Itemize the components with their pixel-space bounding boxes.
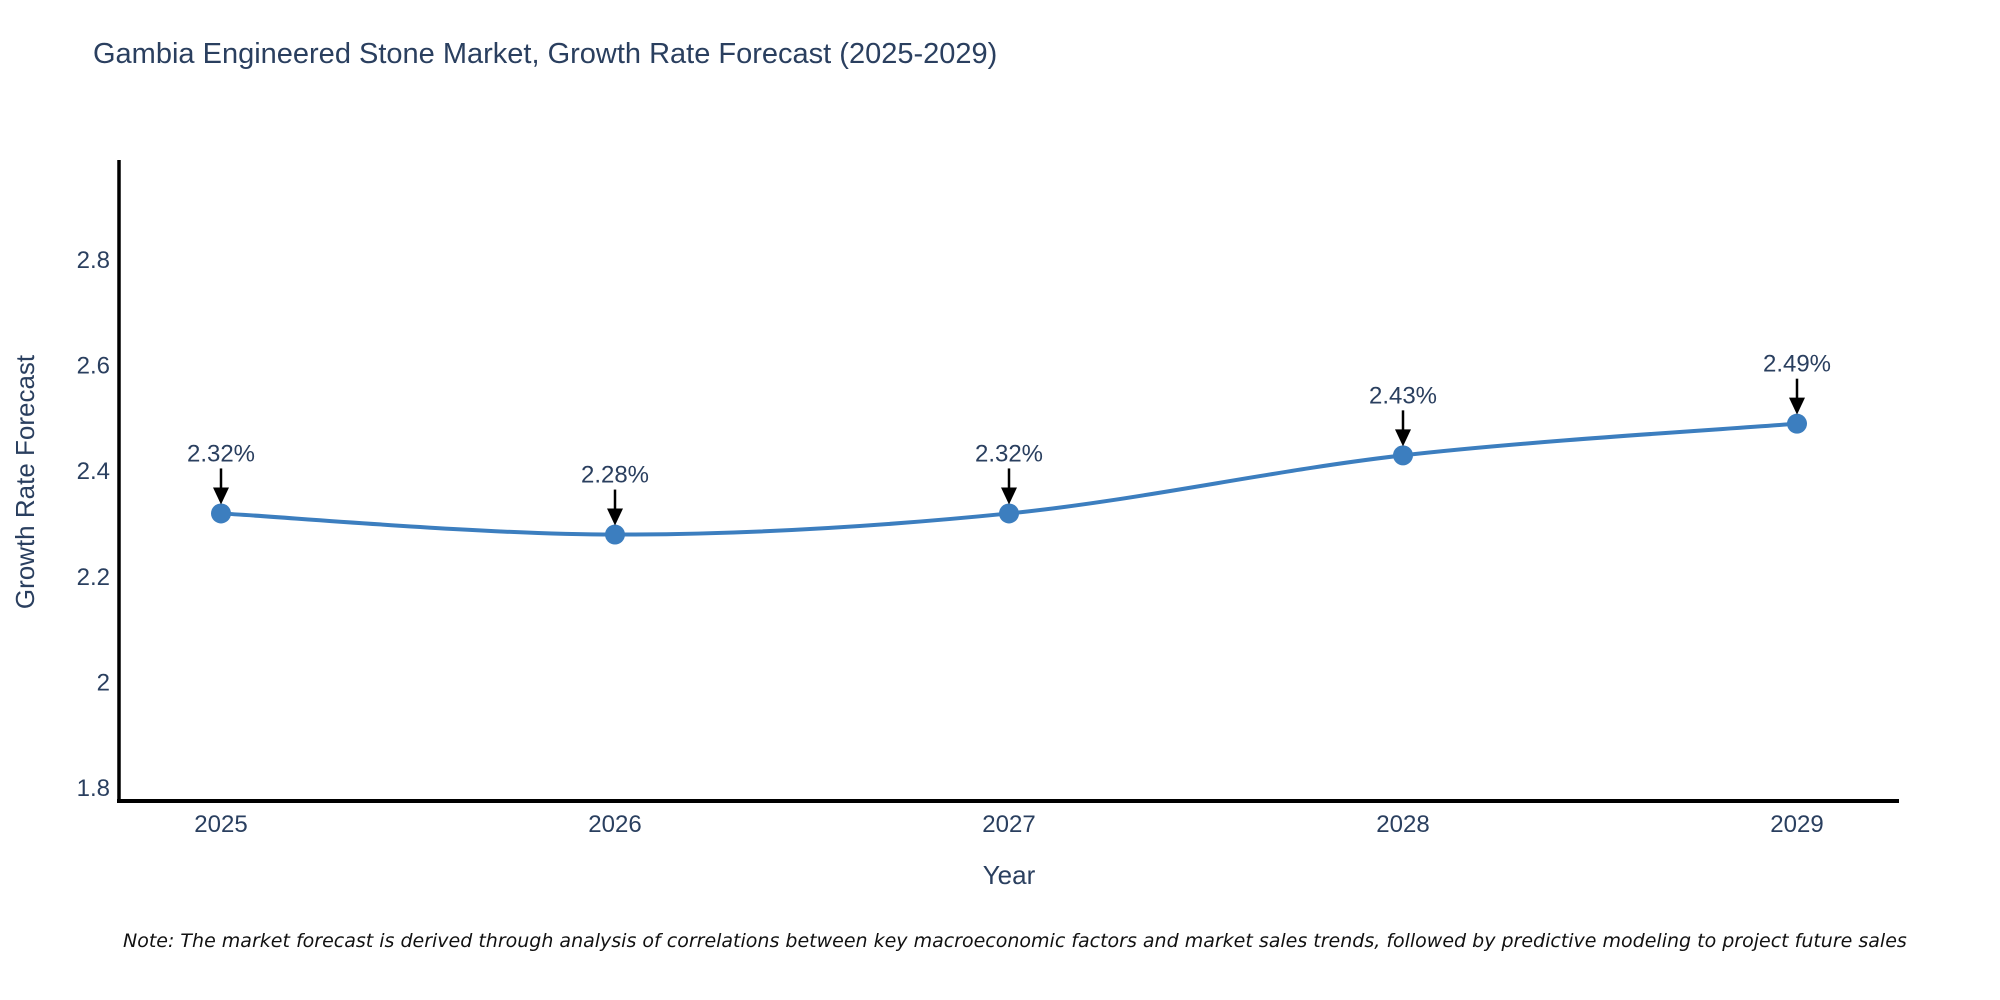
data-point-marker[interactable]: [999, 503, 1019, 524]
data-point-label: 2.32%: [187, 440, 255, 467]
data-point-label: 2.32%: [975, 440, 1043, 467]
y-tick-label: 2.8: [77, 247, 110, 274]
data-point-marker[interactable]: [1787, 413, 1807, 434]
data-point-marker[interactable]: [605, 524, 625, 545]
annotation-arrow-head: [213, 487, 229, 505]
chart-title: Gambia Engineered Stone Market, Growth R…: [93, 38, 998, 70]
y-tick-label: 2.2: [77, 564, 110, 591]
x-tick-label: 2028: [1376, 811, 1429, 838]
y-tick-label: 2: [97, 669, 110, 696]
data-point-label: 2.28%: [581, 462, 649, 489]
y-tick-label: 2.4: [77, 458, 110, 485]
annotation-arrow-head: [1395, 429, 1411, 447]
x-tick-label: 2029: [1770, 811, 1823, 838]
x-tick-label: 2027: [982, 811, 1035, 838]
x-tick-label: 2026: [588, 811, 641, 838]
data-point-label: 2.43%: [1369, 382, 1437, 409]
y-tick-label: 1.8: [77, 775, 110, 802]
y-tick-label: 2.6: [77, 353, 110, 380]
footnote: Note: The market forecast is derived thr…: [123, 930, 1907, 952]
annotation-arrow-head: [607, 508, 623, 526]
x-axis-title: Year: [982, 860, 1036, 890]
annotation-arrow-head: [1789, 397, 1805, 415]
x-tick-label: 2025: [194, 811, 247, 838]
data-point-marker[interactable]: [1393, 445, 1413, 466]
annotation-arrow-head: [1001, 487, 1017, 505]
data-point-marker[interactable]: [211, 503, 231, 524]
data-point-label: 2.49%: [1763, 351, 1831, 378]
